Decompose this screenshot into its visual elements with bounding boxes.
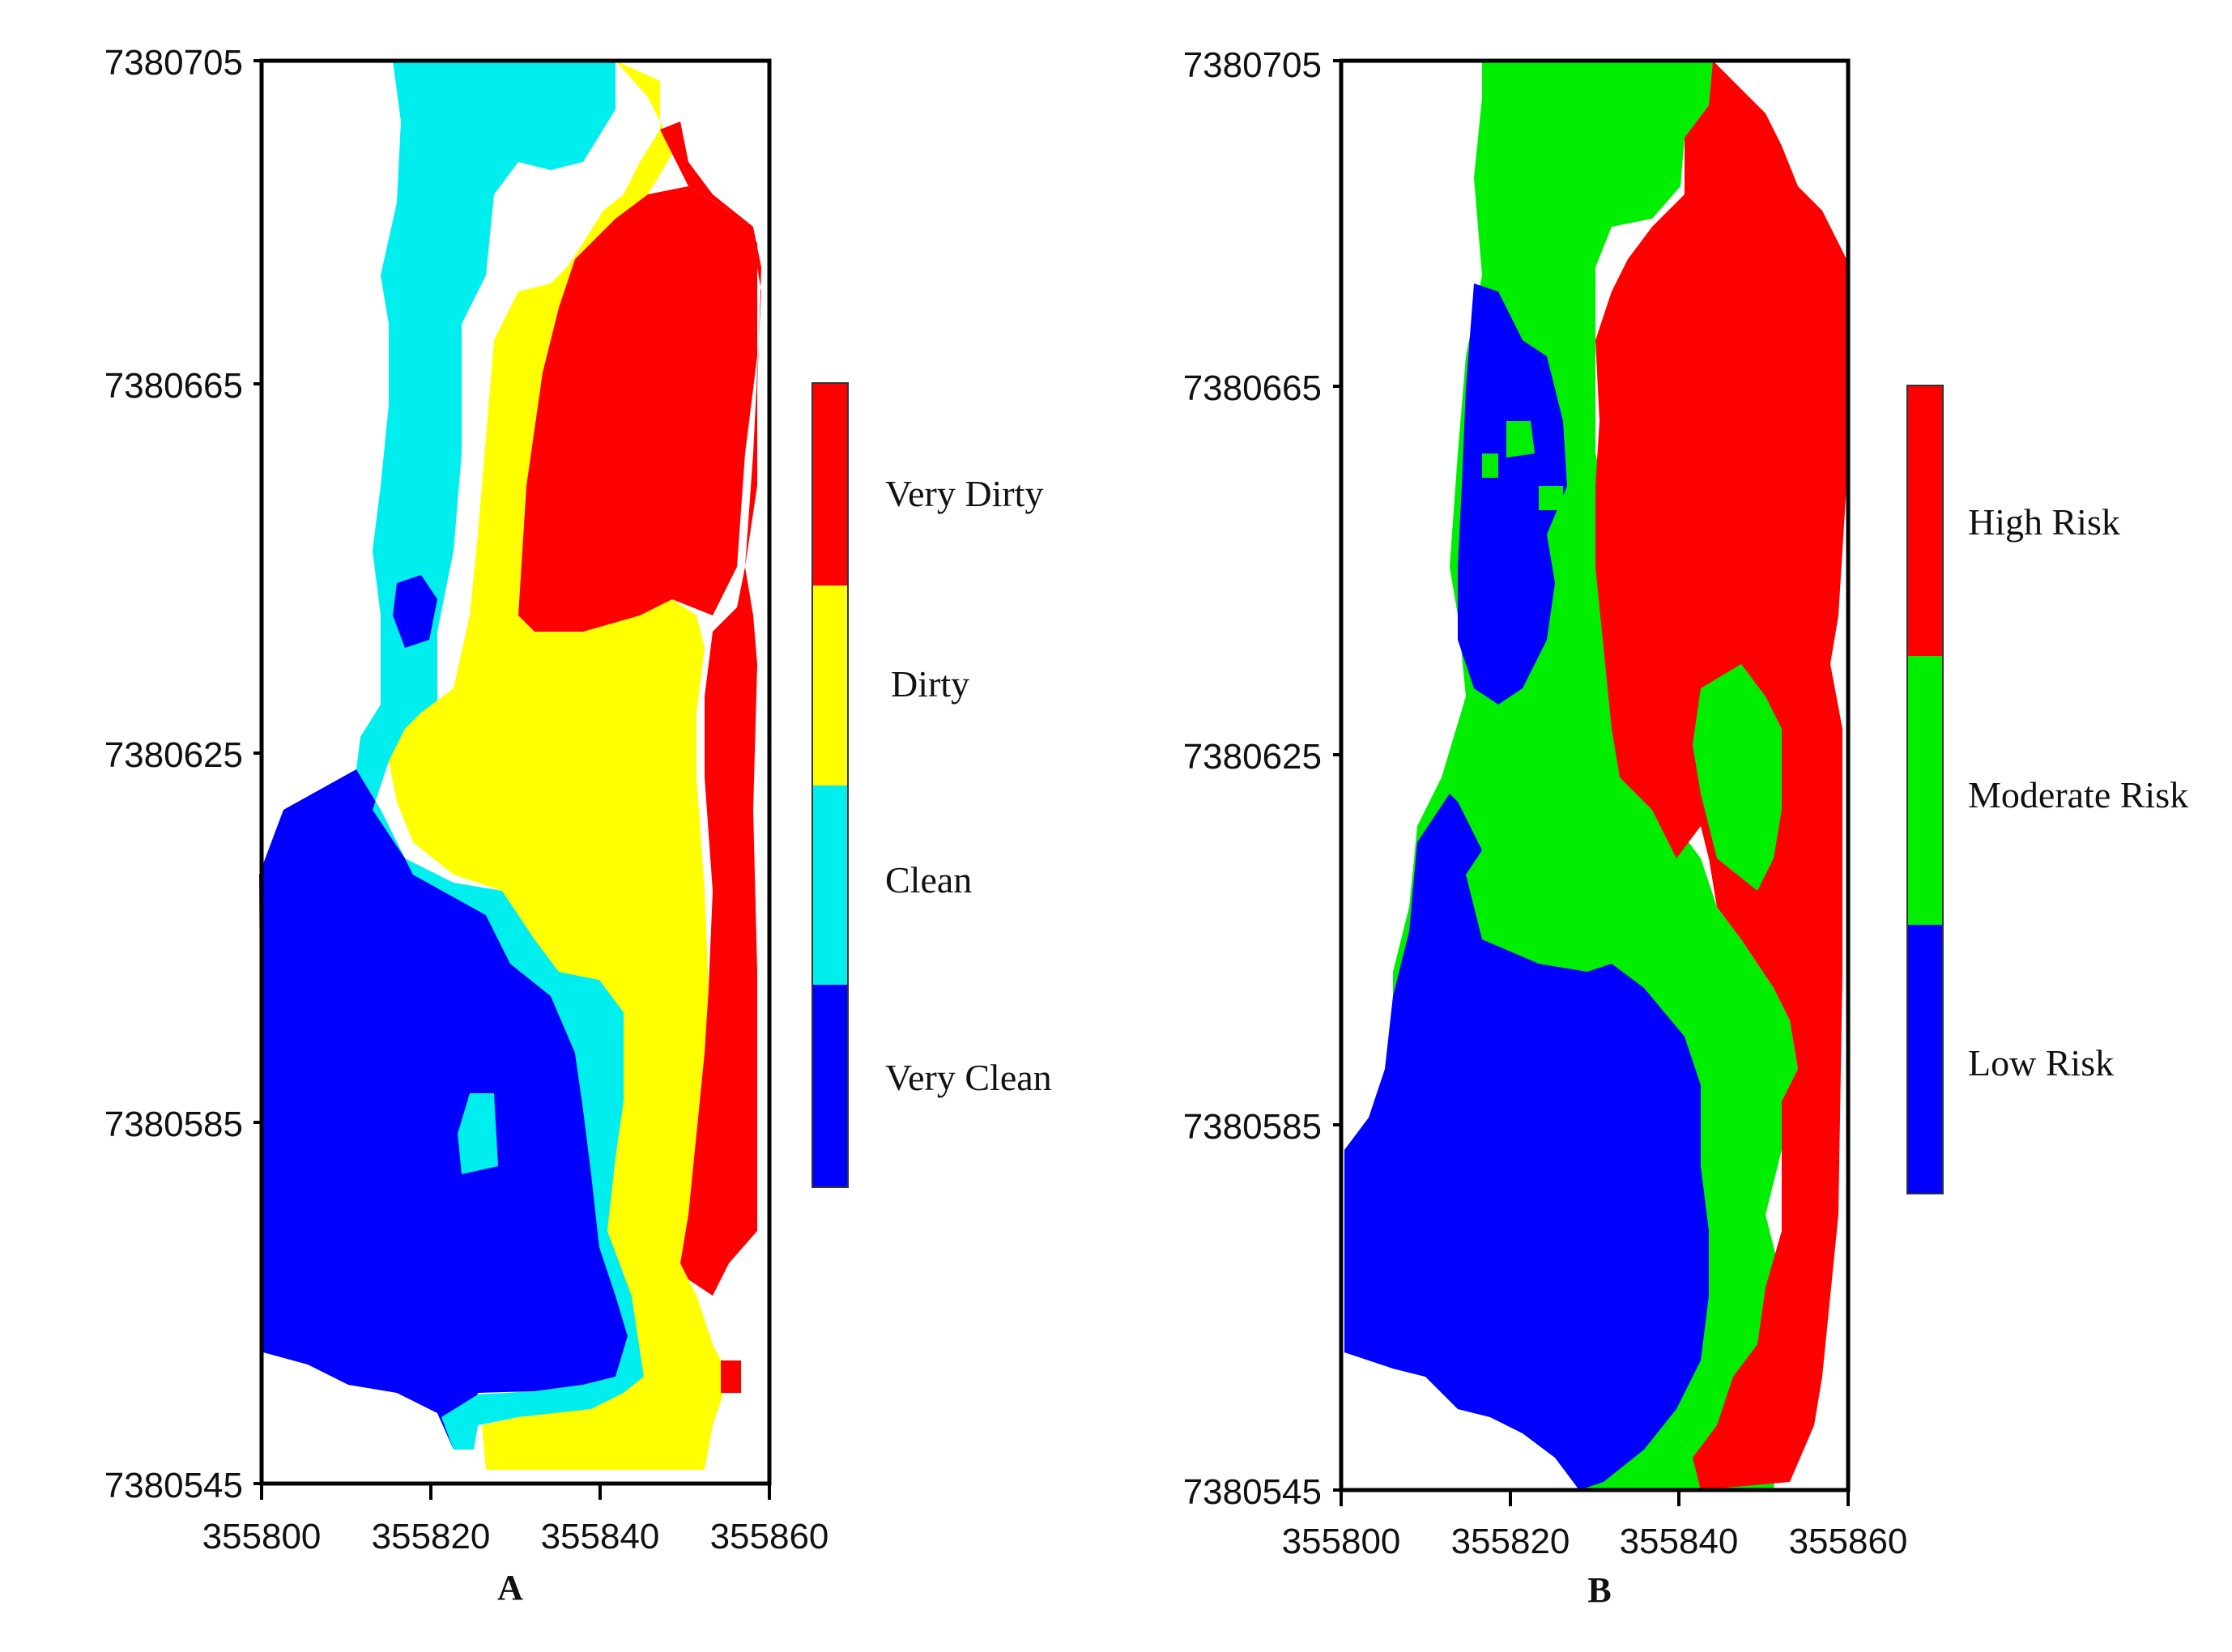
zone-very-clean-spot-a [393, 575, 437, 648]
panel-b-map [1344, 61, 1847, 1490]
panel-a-x-tick-label: 355860 [710, 1517, 829, 1556]
legend-swatch-dirty [812, 585, 848, 786]
panel-a-y-tick-label: 7380585 [104, 1105, 243, 1144]
zone-very-dirty-spot-a [721, 1360, 741, 1393]
panel-b-y-tick-label: 7380625 [1183, 737, 1322, 777]
panel-b-y-tick-label: 7380545 [1183, 1472, 1322, 1512]
panel-a-legend: Very Dirty Dirty Clean Very Clean [811, 382, 1052, 1188]
panel-a-label: A [497, 1568, 523, 1607]
panel-b-x-tick-label: 355840 [1620, 1522, 1739, 1561]
panel-b-y-axis: 7380705 7380665 7380625 7380585 7380545 [1183, 45, 1341, 1512]
zone-dirty-a [389, 61, 729, 1470]
panel-a-y-tick-label: 7380545 [104, 1466, 243, 1505]
legend-label-dirty: Dirty [891, 663, 969, 705]
zone-moderate-spots-b [1482, 421, 1563, 510]
panel-b-x-tick-label: 355820 [1451, 1522, 1570, 1561]
panel-b-y-tick-label: 7380585 [1183, 1107, 1322, 1147]
panel-a-x-axis: 355800 355820 355840 355860 [202, 1484, 829, 1556]
panel-b-y-tick-label: 7380705 [1183, 45, 1322, 85]
legend-label-high-risk: High Risk [1968, 501, 2120, 543]
panel-b-legend: High Risk Moderate Risk Low Risk [1906, 385, 2188, 1194]
panel-a: 7380705 7380665 7380625 7380585 7380545 … [104, 43, 1052, 1607]
legend-label-low-risk: Low Risk [1968, 1042, 2114, 1084]
panel-b-label: B [1587, 1570, 1611, 1610]
zone-clean-spot-a [458, 1093, 498, 1174]
panel-a-x-tick-label: 355820 [372, 1517, 491, 1556]
zone-low-risk-b [1344, 794, 1709, 1490]
panel-b-x-axis: 355800 355820 355840 355860 [1282, 1490, 1908, 1561]
panel-b: 7380705 7380665 7380625 7380585 7380545 … [1183, 45, 2188, 1610]
panel-a-y-tick-label: 7380665 [104, 366, 243, 406]
legend-frame-a [811, 382, 849, 1188]
legend-swatch-very-clean [812, 985, 848, 1187]
panel-a-x-tick-label: 355800 [202, 1517, 322, 1556]
panel-b-x-tick-label: 355860 [1789, 1522, 1908, 1561]
panel-b-y-tick-label: 7380665 [1183, 368, 1322, 408]
panel-b-frame [1339, 58, 1851, 1492]
legend-swatch-clean [812, 786, 848, 985]
panel-a-y-axis: 7380705 7380665 7380625 7380585 7380545 [104, 43, 262, 1505]
legend-swatch-low-risk [1907, 925, 1943, 1194]
legend-swatch-very-dirty [812, 383, 848, 585]
panel-a-y-tick-label: 7380625 [104, 735, 243, 775]
panel-a-frame [259, 58, 772, 1486]
zone-low-risk-upper-b [1458, 283, 1567, 705]
panel-b-x-tick-label: 355800 [1282, 1522, 1401, 1561]
legend-swatch-high-risk [1907, 385, 1943, 656]
zone-very-dirty-a-main [518, 186, 757, 632]
legend-label-moderate-risk: Moderate Risk [1968, 774, 2188, 815]
zone-moderate-inset-b [1693, 664, 1782, 891]
panel-a-map [259, 61, 761, 1470]
legend-label-very-dirty: Very Dirty [885, 473, 1043, 514]
zone-very-clean-a [259, 769, 628, 1450]
zone-very-dirty-a [660, 121, 761, 1296]
legend-label-very-clean: Very Clean [885, 1057, 1052, 1098]
legend-swatch-moderate-risk [1907, 656, 1943, 925]
zone-clean-a [356, 61, 644, 1450]
legend-frame-b [1906, 385, 1944, 1194]
legend-label-clean: Clean [885, 859, 972, 901]
panel-a-x-tick-label: 355840 [541, 1517, 660, 1556]
panel-a-y-tick-label: 7380705 [104, 43, 243, 83]
